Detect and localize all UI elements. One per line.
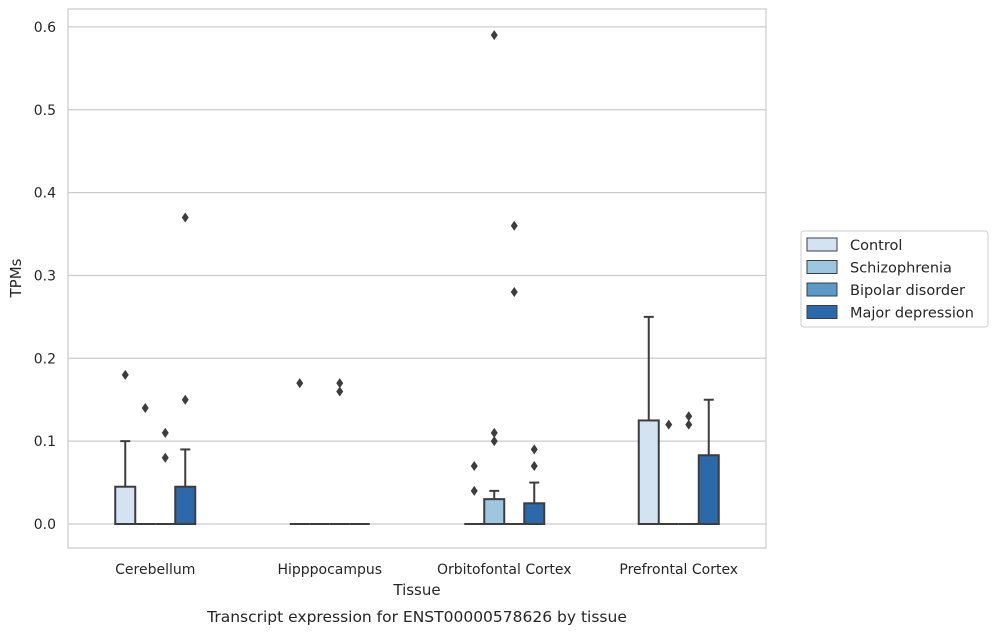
y-tick-label: 0.3 (34, 268, 56, 284)
y-tick-label: 0.0 (34, 517, 56, 533)
outlier-point (296, 378, 304, 389)
box-plot (504, 220, 525, 525)
y-tick-label: 0.1 (34, 434, 56, 450)
boxplot-groups (114, 30, 720, 526)
legend-label: Schizophrenia (850, 261, 952, 277)
box-plot (464, 461, 485, 525)
outlier-point (685, 411, 693, 422)
outlier-point (181, 212, 189, 223)
legend-swatch (806, 282, 838, 297)
y-tick-label: 0.4 (34, 186, 56, 202)
outlier-point (510, 220, 518, 231)
box (637, 419, 660, 525)
box-plot (114, 369, 137, 525)
legend-swatch (806, 260, 838, 274)
outlier-point (470, 485, 478, 496)
legend-swatch (806, 237, 838, 252)
y-tick-label: 0.2 (34, 351, 56, 367)
outlier-point (161, 452, 169, 463)
y-axis-label: TPMs (7, 258, 25, 298)
box-plot (135, 403, 156, 525)
box-plot (174, 212, 197, 525)
box (114, 485, 137, 525)
box-plot (697, 398, 720, 525)
x-tick-label: Orbitofontal Cortex (437, 562, 572, 578)
box (523, 502, 546, 526)
legend-swatch (806, 305, 838, 319)
outlier-point (530, 444, 538, 455)
gridlines (68, 26, 766, 525)
outlier-point (510, 287, 518, 298)
legend-label: Major depression (850, 306, 974, 322)
box-plot (637, 315, 660, 525)
legend-frame (800, 230, 989, 328)
box-plot (155, 427, 176, 525)
box-plot (523, 444, 546, 526)
x-tick-label: Cerebellum (115, 562, 195, 578)
plot-frame (67, 8, 767, 549)
box-plot (483, 30, 506, 525)
outlier-point (490, 30, 498, 41)
outlier-point (161, 427, 169, 438)
outlier-point (336, 378, 344, 389)
outlier-point (490, 427, 498, 438)
y-tick-label: 0.6 (34, 20, 56, 36)
legend-label: Control (850, 238, 902, 254)
outlier-point (181, 394, 189, 405)
box (697, 454, 720, 525)
box (483, 498, 506, 525)
outlier-point (665, 419, 673, 430)
box (174, 485, 197, 525)
x-tick-label: Hipppocampus (277, 562, 382, 578)
x-axis-label: Tissue (392, 581, 440, 599)
outlier-point (141, 403, 149, 414)
box-plot (658, 419, 679, 525)
box-plot (329, 378, 350, 525)
x-tick-label: Prefrontal Cortex (619, 562, 738, 578)
y-axis-ticks: 0.0 0.1 0.2 0.3 0.4 0.5 0.6 (34, 20, 56, 533)
box-plot (289, 378, 310, 525)
outlier-point (490, 436, 498, 447)
outlier-point (470, 461, 478, 472)
outlier-point (530, 461, 538, 472)
x-axis-ticks: Cerebellum Hipppocampus Orbitofontal Corte… (115, 562, 738, 578)
outlier-point (685, 419, 693, 430)
y-tick-label: 0.5 (34, 103, 56, 119)
chart-caption: Transcript expression for ENST0000057862… (206, 608, 627, 626)
box-plot (678, 411, 699, 525)
legend: Control Schizophrenia Bipolar disorder Majo… (800, 230, 989, 328)
outlier-point (336, 386, 344, 397)
legend-label: Bipolar disorder (850, 283, 965, 299)
outlier-point (121, 369, 129, 380)
